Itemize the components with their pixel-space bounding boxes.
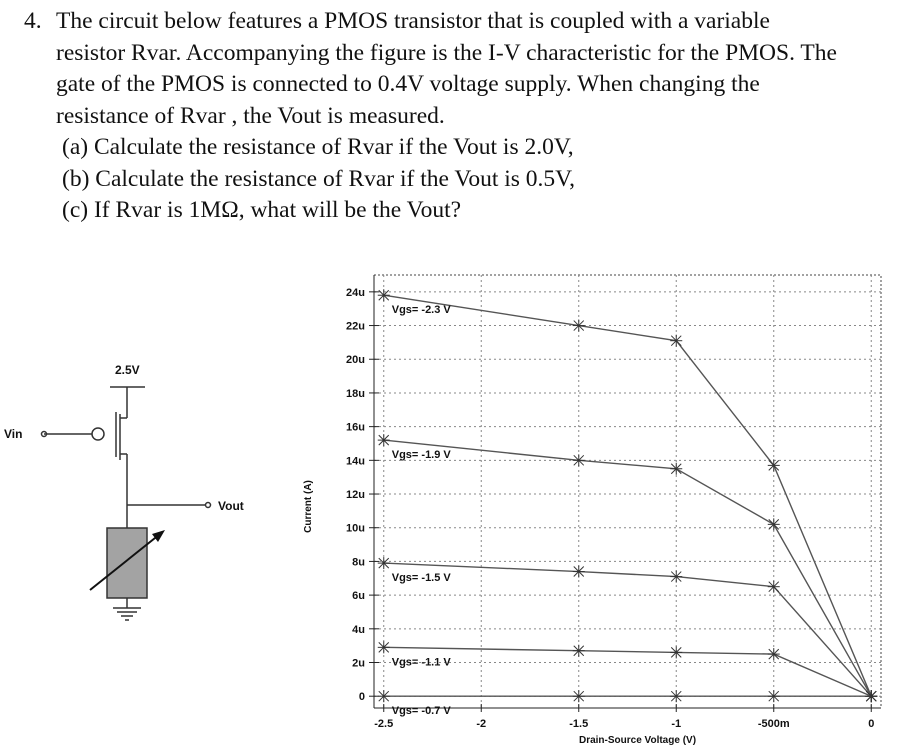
x-tick-label: -1 — [671, 718, 681, 730]
data-point-marker — [670, 570, 683, 583]
supply-label: 2.5V — [115, 363, 140, 377]
output-node — [126, 501, 212, 528]
part-b: (b) Calculate the resistance of Rvar if … — [62, 165, 575, 192]
problem-text: 4. The circuit below features a PMOS tran… — [24, 6, 884, 227]
ground-symbol — [113, 598, 141, 621]
problem-line: gate of the PMOS is connected to 0.4V vo… — [56, 71, 760, 97]
y-tick-label: 22u — [346, 321, 365, 333]
data-point-marker — [377, 641, 390, 654]
series-line — [383, 294, 872, 697]
y-tick-label: 16u — [346, 422, 365, 434]
part-a: (a) Calculate the resistance of Rvar if … — [62, 134, 574, 160]
data-point-marker — [767, 648, 780, 661]
part-c: (c) If Rvar is 1MΩ, what will be the Vou… — [62, 197, 462, 223]
x-tick-label: -2.5 — [374, 718, 393, 730]
data-point-marker — [670, 462, 683, 475]
x-tick-label: -1.5 — [569, 718, 588, 730]
series-line — [383, 646, 872, 697]
series-label: Vgs= -0.7 V — [392, 705, 452, 717]
plot-frame — [373, 274, 882, 709]
series-label: Vgs= -1.9 V — [392, 449, 452, 461]
y-tick-label: 18u — [346, 388, 365, 400]
y-tick-label: 4u — [352, 624, 365, 636]
series-label: Vgs= -1.1 V — [392, 656, 452, 668]
pmos-transistor — [40, 386, 145, 505]
data-point-marker — [572, 690, 585, 703]
data-point-marker — [377, 289, 390, 302]
series-line — [383, 562, 872, 697]
data-point-marker — [572, 454, 585, 467]
x-tick-label: -500m — [758, 718, 790, 730]
problem-line: 4. The circuit below features a PMOS tran… — [24, 6, 884, 38]
data-point-marker — [377, 434, 390, 447]
vin-label: Vin — [4, 427, 22, 441]
y-tick-label: 24u — [346, 287, 365, 299]
data-point-marker — [670, 646, 683, 659]
x-tick-label: 0 — [868, 718, 874, 730]
data-point-marker — [572, 644, 585, 657]
data-point-marker — [670, 690, 683, 703]
y-tick-label: 20u — [346, 354, 365, 366]
x-axis-label: Drain-Source Voltage (V) — [579, 735, 696, 746]
data-point-marker — [767, 518, 780, 531]
variable-resistor — [89, 527, 165, 599]
vout-label: Vout — [218, 499, 244, 513]
iv-chart: 0 2u 4u 6u 8u 10u 12u 14u 16u 18u 20u 22u 24u -2.5 -2 -… — [303, 274, 882, 746]
y-tick-label: 12u — [346, 489, 365, 501]
y-tick-label: 2u — [352, 658, 365, 670]
circuit-diagram: 2.5V Vin Vout — [4, 363, 244, 621]
y-tick-label: 10u — [346, 523, 365, 535]
data-point-marker — [572, 565, 585, 578]
series-label: Vgs= -2.3 V — [392, 304, 452, 316]
x-tick-label: -2 — [476, 718, 486, 730]
data-point-marker — [767, 459, 780, 472]
y-tick-label: 8u — [352, 556, 365, 568]
data-point-marker — [377, 557, 390, 570]
problem-line: resistor Rvar. Accompanying the figure i… — [56, 39, 837, 66]
data-point-marker — [767, 690, 780, 703]
series-label: Vgs= -1.5 V — [392, 572, 452, 584]
y-axis-label: Current (A) — [303, 480, 314, 533]
data-point-marker — [767, 580, 780, 593]
y-tick-label: 6u — [352, 590, 365, 602]
data-point-marker — [572, 319, 585, 332]
data-point-marker — [377, 690, 390, 703]
y-tick-label: 14u — [346, 455, 365, 467]
problem-line: resistance of Rvar , the Vout is measure… — [56, 102, 445, 129]
y-tick-label: 0 — [359, 691, 365, 703]
question-number: 4. — [24, 8, 42, 34]
data-point-marker — [865, 690, 878, 703]
data-point-marker — [670, 334, 683, 347]
series-line — [383, 439, 872, 697]
